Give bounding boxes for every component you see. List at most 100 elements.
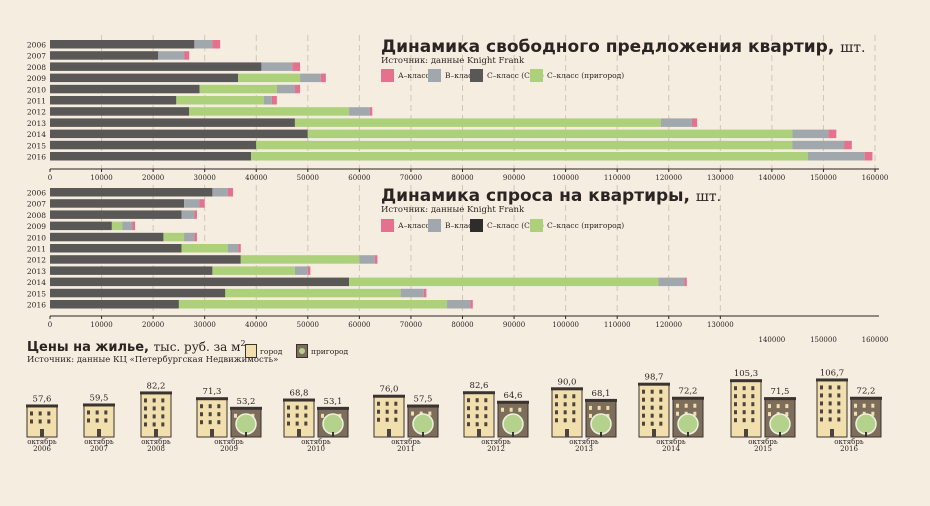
suburb-building-roof (317, 406, 349, 410)
city-building-window (828, 417, 832, 422)
city-building-window (208, 412, 212, 417)
city-building-window (828, 409, 832, 414)
chart1-title: Динамика свободного предложения квартир,… (381, 37, 866, 57)
city-building-window (394, 401, 398, 406)
chart2-x-tick-label: 60000 (348, 321, 370, 329)
chart1-year-label: 2010 (27, 85, 46, 94)
city-building-window (95, 418, 99, 423)
chart1-x-tick-label: 40000 (245, 174, 267, 182)
city-building-window (642, 397, 645, 402)
chart2-year-label: 2009 (27, 222, 46, 231)
suburb-price-label: 57,5 (414, 395, 433, 405)
city-building-window (650, 421, 654, 426)
city-building-window (659, 421, 663, 426)
chart1-bar-segment (251, 152, 808, 161)
suburb-tree (502, 413, 524, 435)
chart3-source: Источник: данные КЦ «Петербургская Недви… (27, 355, 279, 365)
chart1-bar-segment (661, 118, 692, 127)
chart2-legend-c: С–класс (СПб) (470, 219, 544, 232)
suburb-building-window (693, 403, 697, 408)
chart2-bar-segment (50, 300, 179, 309)
chart1-bar-segment (349, 107, 370, 116)
chart1-bar-segment (50, 152, 252, 161)
chart1-x-tick-label: 60000 (348, 174, 370, 182)
chart1-bar-segment (792, 140, 845, 150)
city-building-window (304, 413, 308, 418)
chart2-bar-segment (423, 288, 427, 298)
city-building-window (152, 398, 156, 403)
city-building-roof (140, 391, 172, 395)
city-price-label: 90,0 (558, 377, 577, 387)
chart1-x-tick-label: 0 (48, 174, 52, 182)
price-year-label: 2014 (662, 445, 680, 453)
chart1-bar-segment (691, 118, 698, 127)
city-building-door (297, 429, 301, 437)
city-building-window (563, 394, 567, 399)
chart2-bar-segment (163, 232, 185, 242)
chart1-bar-segment (50, 51, 159, 60)
suburb-building-window (428, 411, 432, 416)
chart2-bar-segment (470, 300, 473, 309)
city-building-window (377, 401, 380, 406)
chart2-year-label: 2015 (27, 289, 46, 298)
chart2-year-label: 2007 (27, 200, 46, 209)
city-building-window (820, 385, 823, 390)
price-month-label: октябрь (141, 438, 171, 446)
suburb-price-label: 72,2 (857, 387, 876, 397)
chart1-year-label: 2016 (27, 153, 46, 162)
chart1-bar-segment (307, 129, 793, 139)
chart1-legend-d: С–класс (пригород) (530, 69, 624, 82)
price-year-label: 2007 (90, 445, 108, 453)
chart1-x-tick-label: 50000 (297, 174, 319, 182)
chart1-bar-segment (844, 140, 852, 150)
city-building-window (837, 409, 841, 414)
suburb-price-label: 53,1 (324, 397, 343, 407)
city-building (551, 387, 583, 438)
chart1-bar-segment (271, 96, 277, 105)
chart1-year-label: 2013 (27, 119, 46, 128)
chart1-bar-segment (276, 84, 295, 94)
city-building-roof (283, 398, 315, 402)
city-building-window (467, 406, 470, 411)
city-price-label: 82,2 (147, 381, 166, 391)
city-building-window (751, 394, 755, 399)
price-year-label: 2012 (487, 445, 505, 453)
chart1-x-tick-label: 90000 (503, 174, 525, 182)
chart1-bar-segment (864, 152, 873, 161)
chart2-x-tick-label: 80000 (451, 321, 473, 329)
chart1-year-label: 2006 (27, 41, 46, 50)
chart1-legend-c: С–класс (СПб) (470, 69, 544, 82)
chart2-x-tick-label-lower: 150000 (810, 336, 837, 344)
chart2-bar-segment (181, 244, 228, 253)
city-building-window (484, 414, 488, 419)
city-building-window (820, 417, 823, 422)
city-price-label: 82,6 (470, 381, 489, 391)
city-price-label: 59,5 (90, 393, 109, 403)
chart2-bar-segment (50, 288, 226, 298)
city-building-window (217, 412, 221, 417)
chart2-title: Динамика спроса на квартиры, шт. (381, 186, 722, 206)
chart2-bar-segment (199, 199, 205, 208)
chart1-bar-segment (189, 107, 350, 116)
chart1-year-label: 2009 (27, 74, 46, 83)
chart1-x-tick-label: 120000 (655, 174, 682, 182)
city-building-window (837, 417, 841, 422)
city-building-window (467, 422, 470, 427)
city-building-roof (730, 379, 762, 383)
chart2-bar-segment (50, 199, 185, 208)
chart2-bar-segment (111, 221, 123, 231)
chart1-bar-segment (807, 152, 865, 161)
suburb-building (850, 396, 882, 438)
chart2-year-label: 2013 (27, 267, 46, 276)
suburb-building-window (501, 407, 504, 412)
city-price-label: 76,0 (380, 385, 399, 395)
chart2-bar-segment (349, 277, 659, 287)
suburb-building (317, 406, 349, 438)
chart1-bar-segment (194, 40, 213, 49)
suburb-building-window (693, 411, 697, 416)
city-building-window (208, 404, 212, 409)
chart2-x-tick-label: 10000 (90, 321, 112, 329)
chart2-bar-segment (225, 288, 401, 298)
suburb-building-window (871, 411, 875, 416)
suburb-tree-trunk (779, 432, 781, 437)
